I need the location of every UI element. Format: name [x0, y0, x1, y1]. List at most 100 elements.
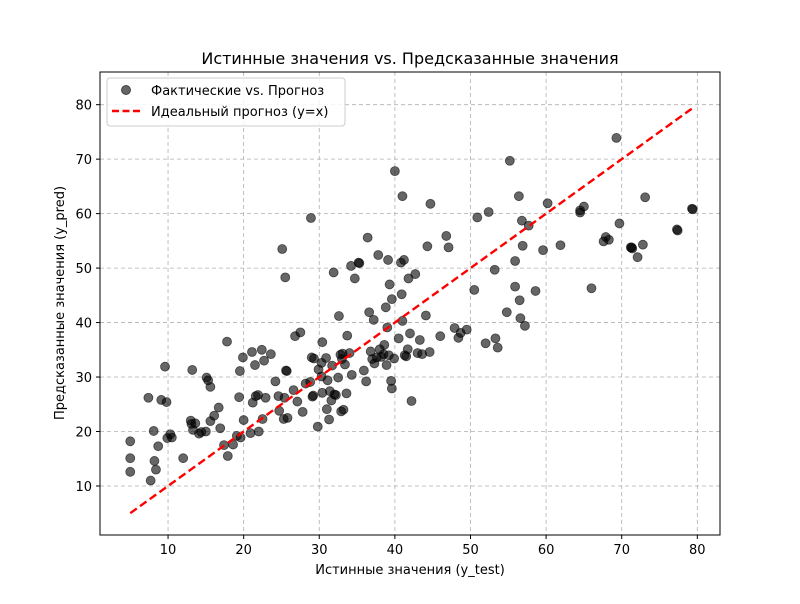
data-point: [253, 426, 264, 437]
data-point: [373, 250, 384, 260]
data-point: [259, 355, 269, 366]
data-point: [148, 426, 159, 436]
data-point: [238, 415, 249, 425]
x-tick-label: 50: [462, 543, 479, 558]
data-point: [317, 337, 328, 348]
data-point: [125, 466, 136, 477]
gridlines: [100, 72, 720, 535]
ideal-line-layer: [129, 106, 694, 515]
data-point: [380, 302, 391, 313]
data-point: [399, 255, 409, 265]
data-point: [238, 352, 248, 363]
data-point: [322, 375, 333, 386]
data-point: [346, 369, 357, 380]
data-point: [253, 390, 263, 400]
data-point: [632, 252, 643, 263]
data-point: [443, 242, 454, 253]
data-point: [542, 198, 553, 209]
data-point: [361, 376, 372, 387]
data-point: [331, 390, 341, 400]
data-point: [406, 396, 417, 406]
data-point: [483, 207, 494, 217]
data-point: [265, 349, 276, 360]
axis-ticks: 10 20 30 40 50 60 70 80 10 20 30 40 50 60 70 80: [75, 99, 705, 558]
data-point: [424, 347, 435, 357]
chart-title: Истинные значения vs. Предсказанные знач…: [201, 49, 618, 68]
data-point: [297, 406, 308, 417]
data-point: [384, 279, 395, 290]
y-tick-label: 60: [75, 208, 92, 223]
x-tick-label: 30: [311, 543, 328, 558]
data-point: [282, 412, 293, 423]
y-tick-label: 40: [75, 317, 92, 332]
data-point: [389, 166, 400, 177]
data-point: [425, 198, 436, 209]
data-point: [234, 392, 245, 403]
legend-label-actual: Фактические vs. Прогноз: [151, 84, 324, 99]
legend-label-ideal: Идеальный прогноз (y=x): [151, 105, 328, 120]
y-tick-label: 80: [75, 99, 92, 114]
data-point: [149, 456, 160, 466]
data-point: [160, 361, 170, 372]
data-point: [234, 366, 245, 376]
data-point: [603, 234, 614, 245]
y-tick-label: 50: [75, 262, 92, 277]
data-point: [414, 335, 425, 345]
data-point: [341, 388, 352, 399]
data-point: [166, 432, 177, 443]
data-point: [510, 281, 520, 292]
data-point: [288, 385, 299, 396]
data-point: [405, 328, 415, 339]
data-point: [538, 245, 548, 256]
data-point: [490, 333, 501, 344]
data-point: [281, 366, 292, 376]
data-point: [461, 324, 472, 335]
data-point: [510, 256, 520, 266]
data-point: [364, 307, 375, 318]
data-point: [504, 155, 515, 166]
y-tick-label: 20: [75, 426, 92, 441]
data-point: [125, 453, 136, 464]
data-point: [153, 441, 164, 452]
data-point: [324, 414, 334, 425]
data-point: [340, 359, 350, 370]
plot-frame: [99, 71, 721, 536]
data-point: [472, 212, 483, 223]
data-point: [312, 421, 323, 432]
data-point: [517, 240, 528, 251]
data-point: [386, 383, 397, 394]
data-point: [270, 376, 281, 387]
data-point: [245, 428, 256, 439]
data-point: [393, 333, 404, 344]
x-axis-label: Истинные значения (y_test): [315, 563, 505, 578]
data-point: [555, 240, 566, 251]
data-point: [200, 426, 211, 437]
data-point: [213, 402, 224, 413]
data-point: [672, 225, 683, 236]
data-point: [334, 311, 344, 321]
data-point: [389, 353, 400, 364]
data-point: [161, 397, 172, 407]
data-point: [586, 283, 597, 294]
x-tick-label: 40: [387, 543, 404, 558]
data-point: [321, 404, 332, 415]
data-point: [333, 372, 344, 383]
y-tick-label: 70: [75, 153, 92, 168]
data-point: [321, 353, 331, 363]
legend-marker-actual: [121, 85, 131, 95]
data-point: [640, 192, 651, 203]
legend-box: [106, 77, 346, 127]
data-point: [125, 436, 136, 447]
data-point: [379, 339, 390, 350]
data-point: [637, 239, 648, 250]
data-point: [344, 348, 355, 358]
data-point: [397, 191, 408, 202]
data-point: [422, 241, 433, 252]
data-point: [358, 365, 369, 376]
data-point: [328, 267, 339, 278]
data-point: [515, 313, 526, 324]
data-point: [190, 418, 201, 429]
data-point: [627, 243, 638, 254]
